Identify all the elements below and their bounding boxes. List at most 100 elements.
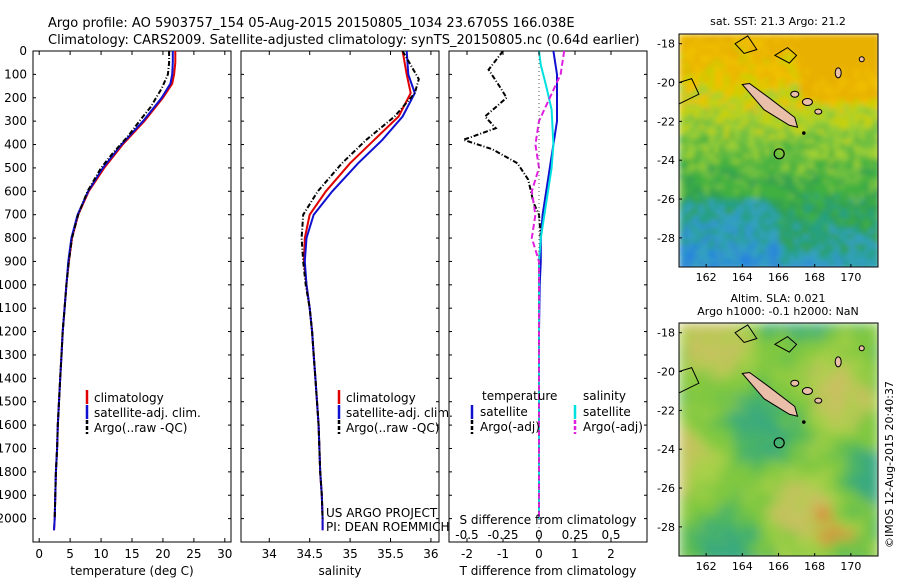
series-line-s-satellite bbox=[538, 50, 555, 519]
series-line-t-argo-adj- bbox=[460, 50, 542, 519]
reef-outline bbox=[773, 46, 798, 64]
sst-map-title: sat. SST: 21.3 Argo: 21.2 bbox=[710, 15, 846, 28]
depth-tick-label: 500 bbox=[4, 161, 27, 175]
legend-label-t-satellite: satellite bbox=[480, 405, 528, 419]
depth-tick-label: 0 bbox=[19, 44, 27, 58]
depth-tick-label: 600 bbox=[4, 184, 27, 198]
map-x-tick-label: 168 bbox=[804, 560, 825, 573]
legend-label-t-argo: Argo(-adj) bbox=[480, 420, 540, 434]
x-tick-label: 20 bbox=[155, 547, 170, 561]
island-vanuatu bbox=[858, 56, 865, 63]
sst-map-axes: 162 164 166 168 170 -18 -20 -22 -24 -26 -28 bbox=[657, 38, 861, 284]
island-loyalty bbox=[801, 386, 813, 395]
series-line-satellite-adj-clim- bbox=[53, 51, 174, 531]
x-tick-label: 0 bbox=[535, 547, 543, 561]
sla-map-axes: 162 164 166 168 170 -18 -20 -22 -24 -26 -28 bbox=[657, 327, 861, 573]
legend-label-satellite: satellite-adj. clim. bbox=[346, 406, 453, 420]
depth-tick-label: 1200 bbox=[0, 325, 27, 339]
temperature-legend: climatology satellite-adj. clim. Argo(..… bbox=[85, 390, 201, 435]
island-loyalty bbox=[814, 108, 823, 115]
difference-xlabel: T difference from climatology bbox=[459, 564, 637, 578]
map-x-tick-label: 162 bbox=[696, 560, 717, 573]
map-x-tick-label: 166 bbox=[768, 560, 789, 573]
depth-tick-label: 400 bbox=[4, 138, 27, 152]
depth-tick-label: 1000 bbox=[0, 278, 27, 292]
island-vanuatu bbox=[858, 345, 865, 352]
island-loyalty bbox=[801, 97, 813, 106]
temperature-x-axis: 0 5 10 15 20 25 30 bbox=[35, 51, 232, 561]
depth-tick-label: 100 bbox=[4, 67, 27, 81]
x-tick-label: 25 bbox=[186, 547, 201, 561]
map-x-tick-label: 166 bbox=[768, 271, 789, 284]
island-loyalty bbox=[814, 397, 823, 404]
reef-outline bbox=[734, 35, 758, 54]
legend-label-climatology: climatology bbox=[346, 391, 416, 405]
legend-label-climatology: climatology bbox=[94, 391, 164, 405]
x-tick-label: 34.5 bbox=[296, 547, 323, 561]
series-line-s-argo-adj- bbox=[530, 50, 566, 519]
salinity-panel bbox=[240, 50, 440, 543]
depth-tick-label: 300 bbox=[4, 114, 27, 128]
sst-coastline bbox=[679, 35, 865, 160]
map-x-tick-label: 162 bbox=[696, 271, 717, 284]
depth-tick-label: 1100 bbox=[0, 301, 27, 315]
map-y-tick-label: -26 bbox=[657, 193, 675, 206]
s-diff-tick-label: 0.5 bbox=[601, 528, 620, 542]
legend-label-s-satellite: satellite bbox=[583, 405, 631, 419]
map-y-tick-label: -28 bbox=[657, 232, 675, 245]
imos-timestamp: ©IMOS 12-Aug-2015 20:40:37 bbox=[883, 381, 896, 548]
legend-title-salinity: salinity bbox=[583, 389, 626, 403]
reef-outline bbox=[773, 335, 798, 353]
island-grande-terre bbox=[741, 82, 799, 128]
series-line-argo-raw-qc- bbox=[300, 50, 420, 519]
sla-map bbox=[679, 323, 878, 556]
header-line-2: Climatology: CARS2009. Satellite-adjuste… bbox=[48, 33, 640, 48]
map-y-tick-label: -18 bbox=[657, 38, 675, 51]
island-pines bbox=[802, 131, 806, 135]
pi-label: PI: DEAN ROEMMICH bbox=[326, 520, 449, 534]
x-tick-label: 35 bbox=[342, 547, 357, 561]
s-diff-tick-label: 0 bbox=[535, 528, 543, 542]
x-tick-label: 34 bbox=[262, 547, 277, 561]
legend-label-argo: Argo(..raw -QC) bbox=[346, 421, 439, 435]
sla-map-subtitle: Argo h1000: -0.1 h2000: NaN bbox=[697, 305, 859, 318]
x-tick-label: 36 bbox=[423, 547, 438, 561]
island-vanuatu bbox=[834, 67, 842, 79]
depth-tick-label: 1600 bbox=[0, 418, 27, 432]
legend-title-temperature: temperature bbox=[482, 389, 557, 403]
argo-position-marker bbox=[773, 437, 785, 449]
header-line-1: Argo profile: AO 5903757_154 05-Aug-2015… bbox=[48, 16, 575, 31]
map-x-tick-label: 164 bbox=[732, 271, 753, 284]
map-y-tick-label: -18 bbox=[657, 327, 675, 340]
salinity-xlabel: salinity bbox=[318, 564, 361, 578]
island-loyalty bbox=[790, 90, 800, 98]
map-x-tick-label: 170 bbox=[840, 560, 861, 573]
depth-tick-label: 200 bbox=[4, 91, 27, 105]
x-tick-label: 15 bbox=[124, 547, 139, 561]
depth-tick-label: 1700 bbox=[0, 441, 27, 455]
series-line-satellite-adj-clim- bbox=[303, 50, 416, 531]
island-loyalty bbox=[790, 379, 800, 387]
difference-panel bbox=[448, 50, 648, 543]
map-y-tick-label: -28 bbox=[657, 521, 675, 534]
difference-x-axis: -2 -1 0 1 2 -0.5 -0.25 0 0.25 0.5 bbox=[455, 51, 621, 561]
depth-tick-label: 1900 bbox=[0, 488, 27, 502]
legend-label-s-argo: Argo(-adj) bbox=[583, 420, 643, 434]
map-x-tick-label: 164 bbox=[732, 560, 753, 573]
map-y-tick-label: -24 bbox=[657, 154, 675, 167]
map-x-tick-label: 168 bbox=[804, 271, 825, 284]
depth-axis: 0 100 200 300 400 500 600 700 800 900 1000 1100 1200… bbox=[0, 44, 647, 526]
temperature-curves bbox=[53, 51, 177, 531]
project-label: US ARGO PROJECT bbox=[326, 506, 438, 520]
x-tick-label: -1 bbox=[497, 547, 509, 561]
island-pines bbox=[802, 420, 806, 424]
difference-legend: temperature salinity satellite Argo(-adj… bbox=[470, 389, 643, 434]
depth-tick-label: 2000 bbox=[0, 512, 27, 526]
salinity-x-axis: 34 34.5 35 35.5 36 bbox=[262, 51, 439, 561]
sla-map-title: Altim. SLA: 0.021 bbox=[730, 292, 825, 305]
map-y-tick-label: -22 bbox=[657, 404, 675, 417]
x-tick-label: 1 bbox=[571, 547, 579, 561]
legend-label-satellite: satellite-adj. clim. bbox=[94, 406, 201, 420]
salinity-legend: climatology satellite-adj. clim. Argo(..… bbox=[326, 390, 453, 534]
argo-position-marker bbox=[773, 148, 785, 160]
